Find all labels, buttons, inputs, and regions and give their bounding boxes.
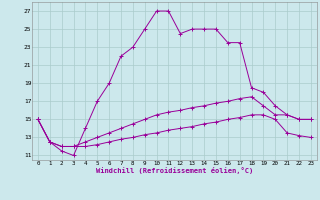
X-axis label: Windchill (Refroidissement éolien,°C): Windchill (Refroidissement éolien,°C) <box>96 167 253 174</box>
